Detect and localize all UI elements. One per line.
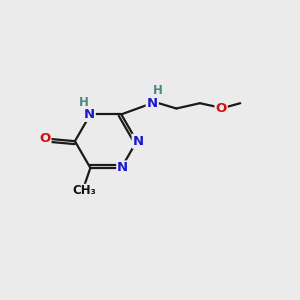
Text: O: O xyxy=(215,102,227,115)
Text: H: H xyxy=(153,84,163,97)
Text: H: H xyxy=(79,95,89,109)
Text: CH₃: CH₃ xyxy=(72,184,96,197)
Text: N: N xyxy=(133,135,144,148)
Text: N: N xyxy=(147,97,158,110)
Text: O: O xyxy=(39,132,50,145)
Text: N: N xyxy=(84,108,95,121)
Text: N: N xyxy=(117,161,128,174)
